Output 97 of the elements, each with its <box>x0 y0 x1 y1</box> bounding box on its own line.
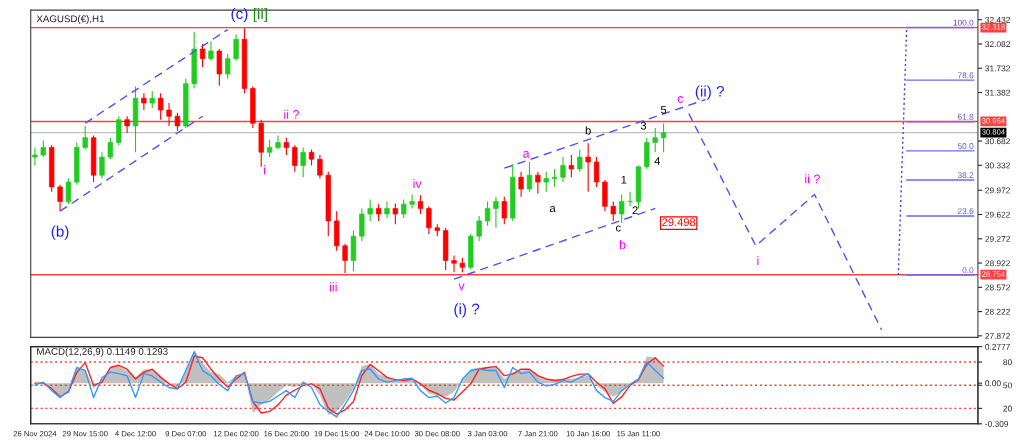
candlestick <box>82 125 88 151</box>
annotation: iv <box>413 179 422 189</box>
candlestick <box>660 122 667 153</box>
candlestick <box>476 215 482 242</box>
candlestick <box>199 43 206 68</box>
annotation: b <box>619 240 626 250</box>
candlestick <box>367 198 373 222</box>
candlestick <box>610 200 616 222</box>
candlestick <box>510 163 516 222</box>
candlestick <box>292 144 298 173</box>
chart-title: MACD(12,26,9) 0.1149 0.1293 <box>37 347 168 357</box>
candlestick <box>174 112 181 132</box>
candlestick <box>32 146 38 166</box>
candlestick <box>535 171 541 195</box>
y-tick-label: 29.272 <box>985 235 1010 242</box>
y-tick-label: 31.732 <box>985 65 1010 72</box>
candlestick <box>191 31 197 90</box>
candlestick <box>551 168 558 188</box>
candlestick <box>325 171 331 237</box>
candlestick <box>585 142 591 193</box>
candlestick <box>392 203 399 225</box>
y-tick-label: 27.872 <box>985 333 1010 339</box>
candlestick <box>484 200 491 227</box>
y-tick-label: 0.00 <box>985 380 1001 387</box>
annotation: 1 <box>621 175 627 184</box>
candlestick <box>65 178 72 205</box>
annotation: 0.0 <box>962 267 974 274</box>
candlestick <box>216 48 222 87</box>
y2-tick-label: 80 <box>1003 359 1012 366</box>
candlestick <box>359 207 365 242</box>
annotation: (i) ? <box>454 303 480 318</box>
y-tick-label: 28.222 <box>985 308 1010 315</box>
candlestick <box>375 203 382 222</box>
candlestick <box>157 92 164 121</box>
candlestick <box>619 193 625 224</box>
y-tick-label: 29.972 <box>985 187 1010 194</box>
candlestick <box>225 53 231 80</box>
candlestick <box>350 230 357 273</box>
annotation: a <box>523 150 530 158</box>
annotation: c <box>616 225 621 232</box>
y-tick-label: 32.082 <box>985 41 1010 48</box>
candlestick <box>501 196 507 225</box>
candlestick <box>107 137 114 160</box>
candlestick <box>401 198 407 219</box>
y-tick-label: 28.572 <box>985 284 1010 291</box>
annotation: 61.8 <box>957 113 974 120</box>
annotation: 5 <box>660 105 667 114</box>
candlestick <box>183 78 189 129</box>
annotation: iii <box>329 282 337 292</box>
annotation: [ii] <box>253 7 267 23</box>
annotation: 29.498 <box>662 218 696 227</box>
y-tick-label: 30.682 <box>985 138 1010 145</box>
annotation: 23.6 <box>957 208 974 215</box>
candlestick <box>74 142 80 186</box>
annotation: a <box>549 206 556 213</box>
candlestick <box>442 227 449 271</box>
annotation: ii ? <box>805 174 820 184</box>
candlestick <box>434 223 440 237</box>
candlestick <box>334 210 340 252</box>
candlestick <box>40 139 46 158</box>
y2-tick-label: 50 <box>1003 382 1012 389</box>
annotation: v <box>458 283 465 290</box>
annotation: i <box>264 165 266 175</box>
y-tick-label: 31.382 <box>985 89 1010 96</box>
y2-tick-label: 20 <box>1003 405 1012 412</box>
candlestick <box>652 127 658 153</box>
candlestick <box>90 135 97 183</box>
annotation: b <box>585 126 591 135</box>
annotation: 78.6 <box>957 72 974 79</box>
annotation: 38.2 <box>957 172 974 179</box>
annotation: 100.0 <box>953 19 974 26</box>
annotation: 3 <box>640 121 647 130</box>
annotation: ii ? <box>284 109 299 119</box>
candlestick <box>258 119 264 168</box>
candlestick <box>149 90 155 109</box>
candlestick <box>543 171 549 193</box>
candlestick <box>116 115 122 146</box>
y-tick-label: 30.332 <box>985 162 1010 169</box>
candlestick <box>644 137 650 170</box>
y-tick-label: 28.922 <box>985 260 1010 267</box>
y-tick-label: 0.2777 <box>985 343 1010 350</box>
candlestick <box>468 233 474 270</box>
annotation: (c) <box>231 7 248 23</box>
candlestick <box>568 154 575 178</box>
annotation: c <box>677 96 684 103</box>
annotation: 4 <box>654 157 661 165</box>
annotation: 2 <box>632 206 638 215</box>
chart-title: XAGUSD(€),H1 <box>36 15 104 25</box>
y-tick-label: 29.622 <box>985 211 1010 218</box>
y-tick-label: 32.432 <box>985 16 1010 23</box>
candlestick <box>577 148 583 173</box>
y-tick-label: -0.309 <box>985 421 1009 427</box>
annotation: 50.0 <box>957 143 974 149</box>
annotation: (ii) ? <box>695 85 724 100</box>
annotation: (b) <box>51 225 69 240</box>
annotation: i <box>757 255 759 266</box>
candlestick <box>49 144 55 193</box>
